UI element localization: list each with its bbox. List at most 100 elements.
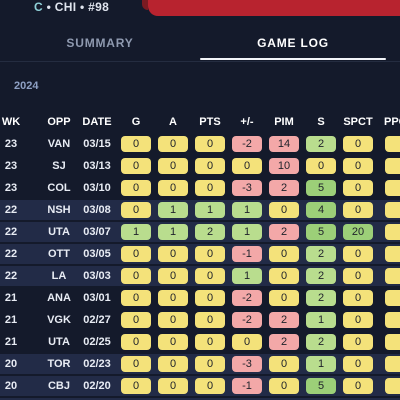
stat-cell-pim: 10	[269, 158, 299, 174]
column-header-opp[interactable]: OPP	[47, 116, 71, 128]
cell-wk: 22	[4, 270, 18, 282]
table-row[interactable]: 22 LA 03/03 0 0 0 1 0 2 0	[0, 266, 400, 286]
table-row[interactable]: 21 UTA 02/25 0 0 0 0 2 2 0	[0, 332, 400, 352]
cell-opp: LA	[51, 270, 67, 282]
team-color-banner	[142, 0, 400, 16]
player-team: CHI	[54, 0, 77, 14]
stat-cell-pts: 0	[195, 290, 225, 306]
stat-cell-a: 0	[158, 158, 188, 174]
column-header-date[interactable]: DATE	[82, 116, 112, 128]
tab-divider	[0, 61, 400, 62]
separator: •	[79, 0, 85, 14]
cell-opp: VAN	[47, 138, 71, 150]
cell-date: 03/15	[83, 138, 111, 150]
stat-cell-g: 0	[121, 158, 151, 174]
cell-date: 03/07	[83, 226, 111, 238]
game-log-table[interactable]: WK OPP DATE G A PTS +/- PIM S SPCT PPG 23 VAN 03/15 0…	[0, 112, 400, 400]
stat-cell-ppg	[385, 136, 400, 152]
stat-cell-spct: 20	[343, 224, 373, 240]
stat-cell-spct: 0	[343, 334, 373, 350]
table-row[interactable]: 22 NSH 03/08 0 1 1 1 0 4 0	[0, 200, 400, 220]
stat-cell-spct: 0	[343, 202, 373, 218]
column-header-a[interactable]: A	[169, 116, 177, 128]
column-header--[interactable]: +/-	[240, 116, 254, 128]
stat-cell-pim: 2	[269, 334, 299, 350]
stat-cell-ppg	[385, 224, 400, 240]
stat-cell-pim: 2	[269, 312, 299, 328]
stat-cell-a: 0	[158, 378, 188, 394]
column-header-pim[interactable]: PIM	[274, 116, 294, 128]
stat-cell-s: 1	[306, 356, 336, 372]
table-row[interactable]: 23 COL 03/10 0 0 0 -3 2 5 0	[0, 178, 400, 198]
stat-cell-pm: 1	[232, 268, 262, 284]
cell-wk: 20	[4, 380, 18, 392]
stat-cell-spct: 0	[343, 378, 373, 394]
stat-cell-pm: -2	[232, 136, 262, 152]
table-row[interactable]: 23 SJ 03/13 0 0 0 0 10 0 0	[0, 156, 400, 176]
stat-cell-pm: -2	[232, 312, 262, 328]
stat-cell-pts: 0	[195, 334, 225, 350]
player-header: C • CHI • #98	[0, 0, 400, 22]
column-header-s[interactable]: S	[317, 116, 325, 128]
cell-opp: UTA	[48, 336, 70, 348]
column-header-spct[interactable]: SPCT	[343, 116, 373, 128]
stat-cell-s: 2	[306, 136, 336, 152]
cell-date: 02/27	[83, 314, 111, 326]
table-row[interactable]: 22 UTA 03/07 1 1 2 1 2 5 20	[0, 222, 400, 242]
stat-cell-pts: 0	[195, 136, 225, 152]
stat-cell-spct: 0	[343, 180, 373, 196]
stat-cell-a: 0	[158, 136, 188, 152]
stat-cell-spct: 0	[343, 268, 373, 284]
cell-wk: 23	[4, 160, 18, 172]
stat-cell-a: 1	[158, 224, 188, 240]
column-header-wk[interactable]: WK	[1, 116, 21, 128]
stat-cell-s: 5	[306, 224, 336, 240]
stat-cell-pim: 2	[269, 180, 299, 196]
stat-cell-pim: 0	[269, 268, 299, 284]
stat-cell-s: 2	[306, 334, 336, 350]
active-tab-indicator	[200, 58, 386, 60]
stat-cell-pim: 0	[269, 356, 299, 372]
stat-cell-g: 0	[121, 268, 151, 284]
stat-cell-spct: 0	[343, 246, 373, 262]
cell-date: 02/20	[83, 380, 111, 392]
column-header-g[interactable]: G	[131, 116, 141, 128]
stat-cell-pm: -1	[232, 246, 262, 262]
table-row[interactable]: 21 ANA 03/01 0 0 0 -2 0 2 0	[0, 288, 400, 308]
stat-cell-a: 0	[158, 356, 188, 372]
stat-cell-pm: 1	[232, 202, 262, 218]
stat-cell-pim: 0	[269, 378, 299, 394]
column-header-ppg[interactable]: PPG	[384, 116, 400, 128]
stat-cell-g: 1	[121, 224, 151, 240]
stat-cell-pts: 1	[195, 202, 225, 218]
column-header-pts[interactable]: PTS	[199, 116, 221, 128]
player-info: C • CHI • #98	[34, 0, 109, 14]
stat-cell-s: 5	[306, 180, 336, 196]
cell-wk: 21	[4, 336, 18, 348]
cell-opp: CBJ	[47, 380, 70, 392]
cell-wk: 21	[4, 314, 18, 326]
player-number: #98	[88, 0, 110, 14]
table-row[interactable]: 22 OTT 03/05 0 0 0 -1 0 2 0	[0, 244, 400, 264]
cell-wk: 21	[4, 292, 18, 304]
tab-summary[interactable]: SUMMARY	[66, 36, 134, 50]
stat-cell-ppg	[385, 378, 400, 394]
stat-cell-pim: 0	[269, 290, 299, 306]
table-row[interactable]: 23 VAN 03/15 0 0 0 -2 14 2 0	[0, 134, 400, 154]
table-row[interactable]: 20 CBJ 02/20 0 0 0 -1 0 5 0	[0, 376, 400, 396]
stat-cell-g: 0	[121, 136, 151, 152]
stat-cell-a: 0	[158, 334, 188, 350]
cell-opp: VGK	[47, 314, 71, 326]
stat-cell-spct: 0	[343, 136, 373, 152]
stat-cell-pim: 2	[269, 224, 299, 240]
stat-cell-s: 4	[306, 202, 336, 218]
stat-cell-g: 0	[121, 202, 151, 218]
table-row[interactable]: 21 VGK 02/27 0 0 0 -2 2 1 0	[0, 310, 400, 330]
season-label: 2024	[14, 80, 39, 92]
table-row[interactable]: 20 TOR 02/23 0 0 0 -3 0 1 0	[0, 354, 400, 374]
tab-game-log[interactable]: GAME LOG	[257, 36, 329, 50]
cell-wk: 23	[4, 138, 18, 150]
stat-cell-pts: 0	[195, 246, 225, 262]
stat-cell-s: 2	[306, 290, 336, 306]
